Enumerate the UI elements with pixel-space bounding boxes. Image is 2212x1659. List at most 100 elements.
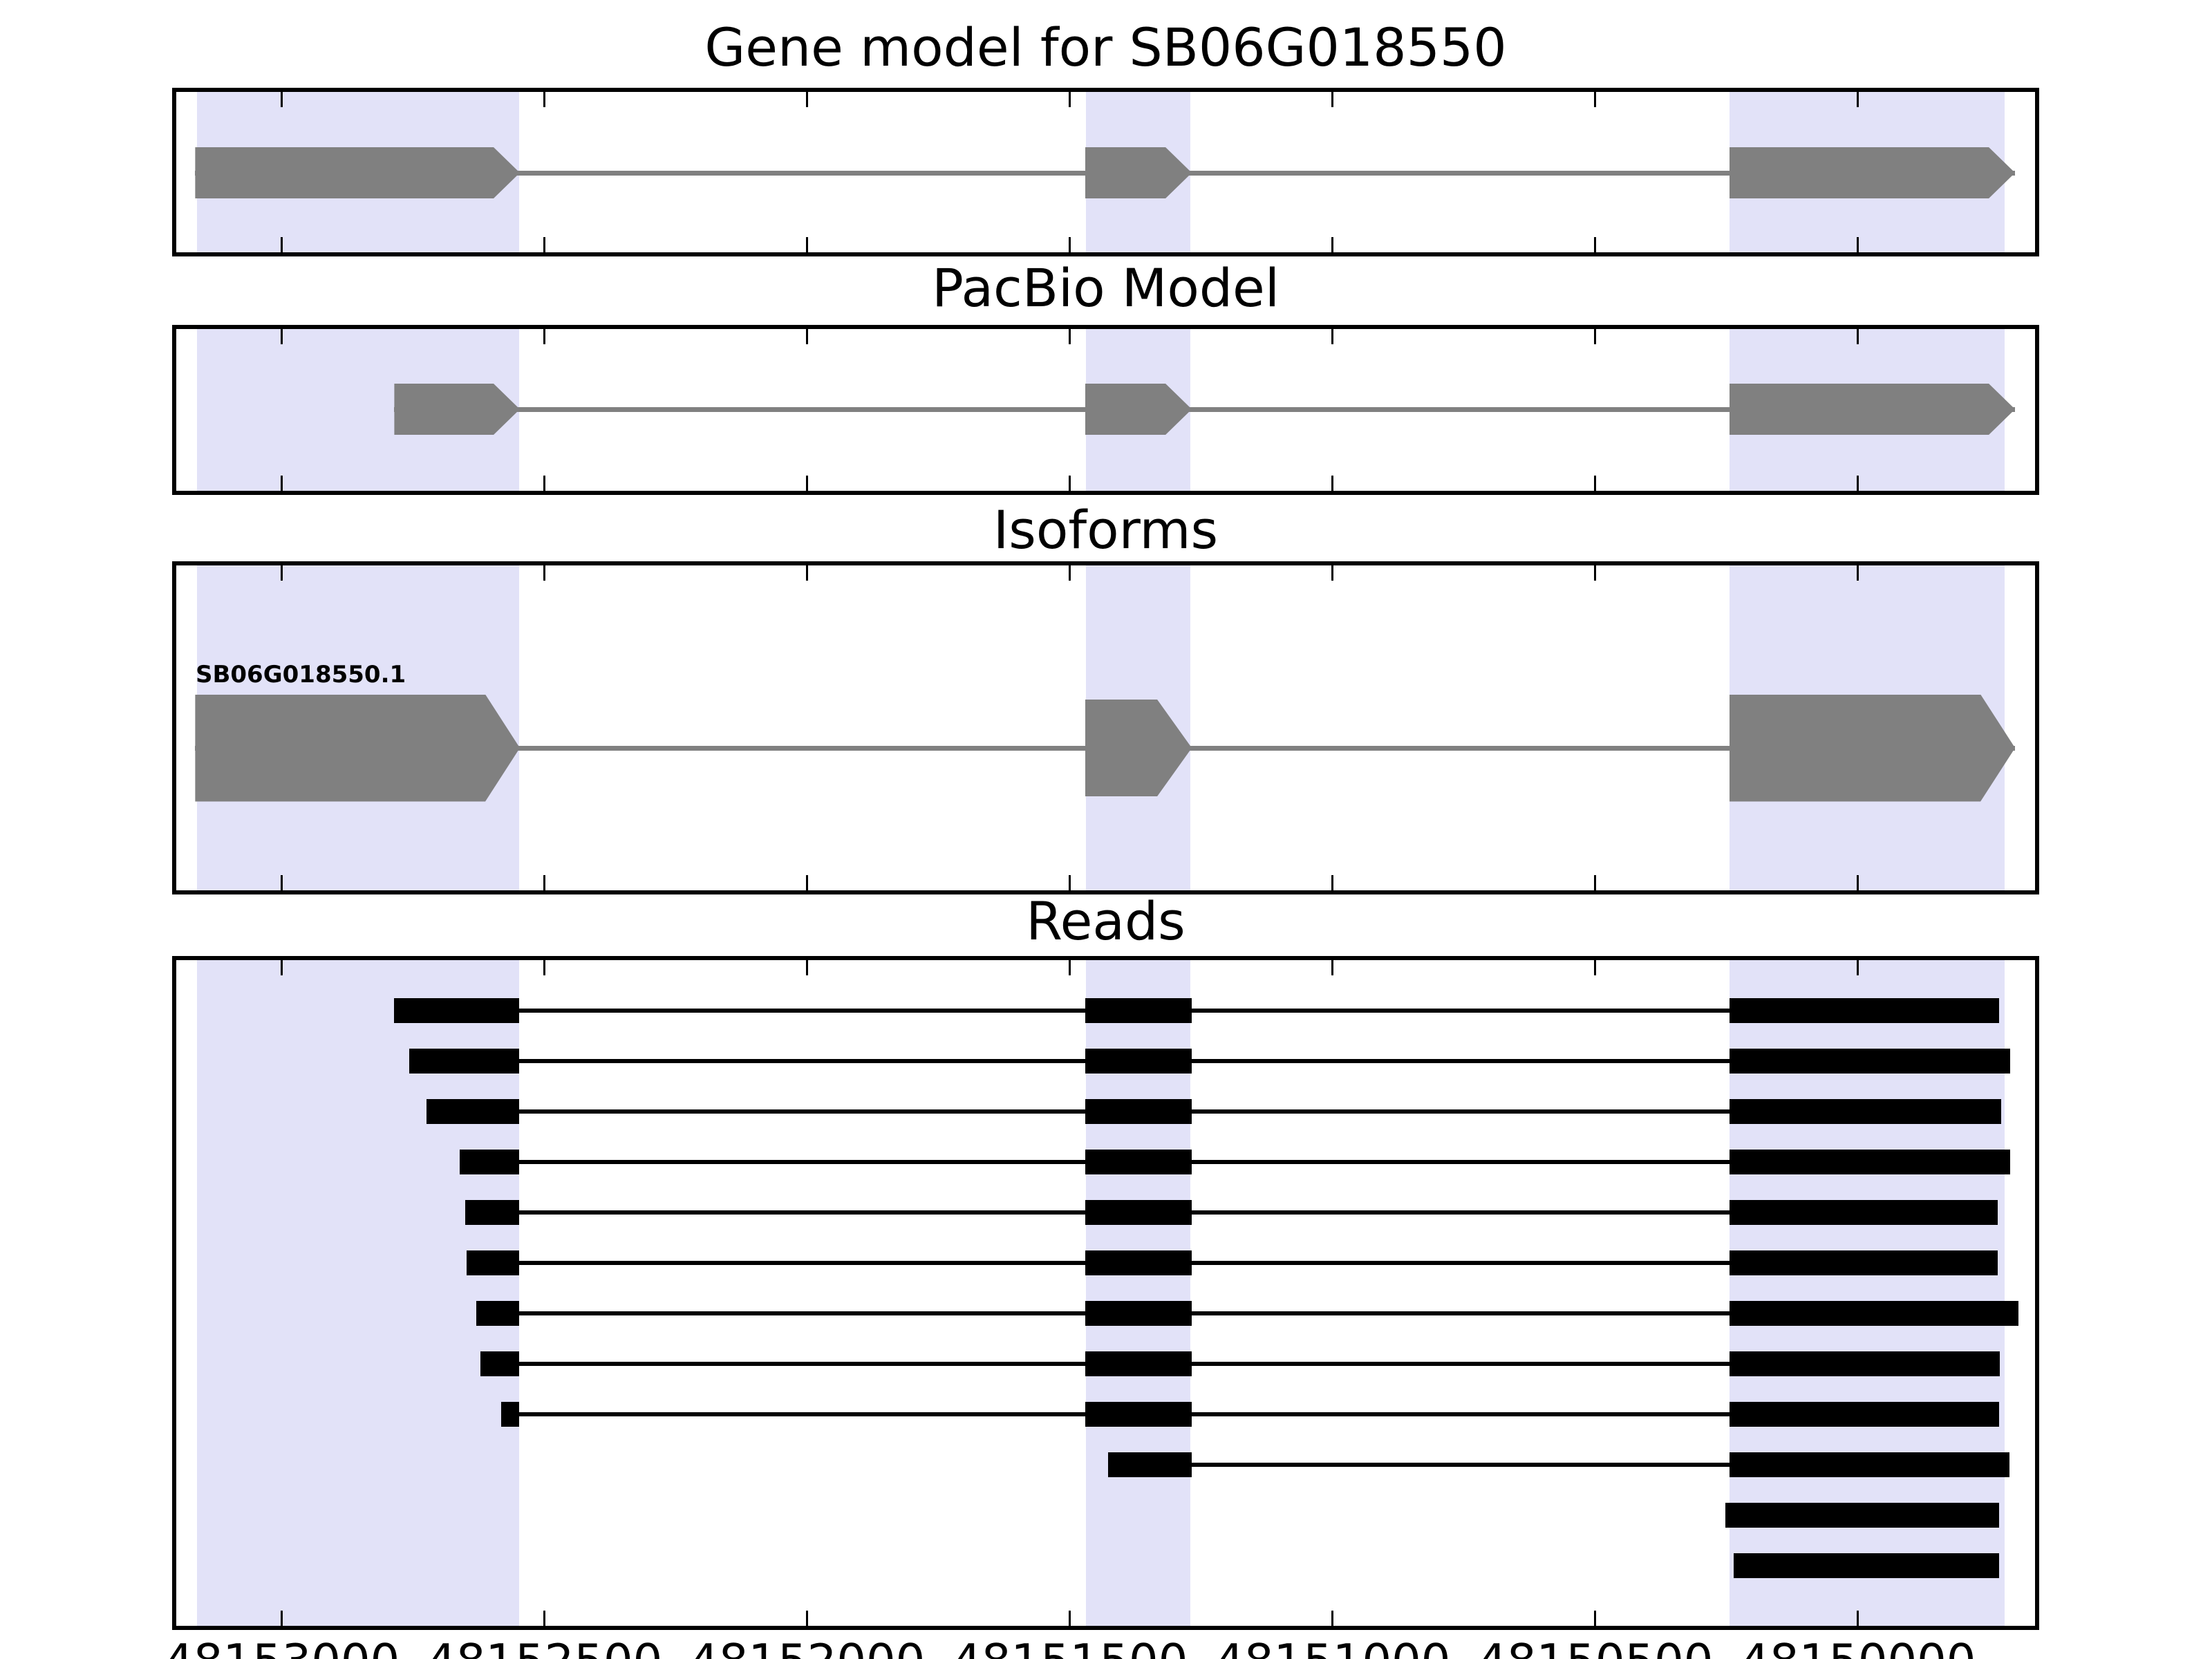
axis-tick-mark bbox=[1069, 565, 1071, 581]
gene-model-panel bbox=[172, 88, 2039, 256]
axis-tick-mark bbox=[543, 875, 546, 890]
axis-tick-mark bbox=[1857, 565, 1859, 581]
read-exon-block bbox=[1085, 1150, 1192, 1174]
read-exon-block bbox=[1729, 1200, 1998, 1225]
axis-tick-mark bbox=[806, 237, 809, 252]
read-exon-block bbox=[1085, 1351, 1192, 1376]
read-exon-block bbox=[1107, 1452, 1192, 1477]
exon-block bbox=[1085, 384, 1192, 435]
read-exon-block bbox=[1085, 1402, 1192, 1427]
axis-tick-mark bbox=[1331, 960, 1334, 975]
axis-tick-mark bbox=[281, 476, 283, 491]
pacbio-model-panel bbox=[172, 325, 2039, 495]
axis-tick-mark bbox=[1594, 476, 1597, 491]
axis-tick-mark bbox=[1331, 1611, 1334, 1626]
axis-tick-mark bbox=[1857, 329, 1859, 344]
axis-tick-mark bbox=[1069, 237, 1071, 252]
read-exon-block bbox=[1729, 1452, 2009, 1477]
read-intron-line bbox=[394, 1009, 2000, 1013]
axis-tick-mark bbox=[806, 92, 809, 107]
x-axis-tick-label: 48150000 bbox=[1685, 1634, 2031, 1659]
read-exon-block bbox=[1725, 1503, 2000, 1528]
x-axis-tick-label: 48153000 bbox=[109, 1634, 455, 1659]
read-intron-line bbox=[466, 1261, 1998, 1265]
read-exon-block bbox=[1729, 1351, 2000, 1376]
read-exon-block bbox=[1729, 1402, 2000, 1427]
axis-tick-mark bbox=[1857, 476, 1859, 491]
read-intron-line bbox=[476, 1311, 2018, 1315]
x-axis-tick-label: 48150500 bbox=[1423, 1634, 1768, 1659]
read-exon-block bbox=[1729, 998, 2000, 1023]
read-exon-block bbox=[1085, 1099, 1192, 1124]
reads-panel-title: Reads bbox=[1026, 890, 1185, 952]
read-intron-line bbox=[480, 1362, 2000, 1366]
read-intron-line bbox=[426, 1109, 2002, 1114]
axis-tick-mark bbox=[1069, 92, 1071, 107]
read-intron-line bbox=[501, 1412, 2000, 1416]
axis-tick-mark bbox=[806, 565, 809, 581]
axis-tick-mark bbox=[1594, 565, 1597, 581]
x-axis-tick-label: 48152000 bbox=[635, 1634, 980, 1659]
exon-block bbox=[1085, 147, 1192, 198]
axis-tick-mark bbox=[1331, 329, 1334, 344]
axis-tick-mark bbox=[1857, 960, 1859, 975]
axis-tick-mark bbox=[1331, 92, 1334, 107]
x-axis-tick-label: 48152500 bbox=[372, 1634, 718, 1659]
axis-tick-mark bbox=[806, 1611, 809, 1626]
figure-title: Gene model for SB06G018550 bbox=[704, 17, 1507, 78]
axis-tick-mark bbox=[1069, 1611, 1071, 1626]
axis-tick-mark bbox=[1594, 875, 1597, 890]
read-exon-block bbox=[476, 1301, 519, 1326]
x-axis-tick-label: 48151500 bbox=[897, 1634, 1243, 1659]
intron-line bbox=[394, 406, 2016, 412]
axis-tick-mark bbox=[281, 237, 283, 252]
read-intron-line bbox=[460, 1160, 2011, 1164]
read-exon-block bbox=[426, 1099, 519, 1124]
axis-tick-mark bbox=[1857, 875, 1859, 890]
axis-tick-mark bbox=[543, 565, 546, 581]
axis-tick-mark bbox=[1069, 329, 1071, 344]
exon-block bbox=[1730, 384, 2015, 435]
read-exon-block bbox=[1729, 1150, 2011, 1174]
axis-tick-mark bbox=[1594, 960, 1597, 975]
read-exon-block bbox=[480, 1351, 519, 1376]
exon-block bbox=[195, 695, 520, 802]
read-exon-block bbox=[1085, 998, 1192, 1023]
axis-tick-mark bbox=[806, 960, 809, 975]
axis-tick-mark bbox=[1331, 476, 1334, 491]
axis-tick-mark bbox=[1857, 237, 1859, 252]
read-exon-block bbox=[394, 998, 519, 1023]
read-exon-block bbox=[465, 1200, 519, 1225]
axis-tick-mark bbox=[543, 329, 546, 344]
axis-tick-mark bbox=[806, 476, 809, 491]
read-exon-block bbox=[1729, 1049, 2011, 1074]
axis-tick-mark bbox=[281, 92, 283, 107]
read-intron-line bbox=[409, 1059, 2011, 1063]
axis-tick-mark bbox=[1594, 237, 1597, 252]
read-intron-line bbox=[1107, 1463, 2009, 1467]
axis-tick-mark bbox=[806, 875, 809, 890]
axis-tick-mark bbox=[1069, 960, 1071, 975]
axis-tick-mark bbox=[806, 329, 809, 344]
read-intron-line bbox=[465, 1210, 1998, 1215]
read-exon-block bbox=[466, 1250, 519, 1275]
read-exon-block bbox=[1085, 1250, 1192, 1275]
isoforms-panel-title: Isoforms bbox=[993, 499, 1219, 561]
read-exon-block bbox=[1085, 1049, 1192, 1074]
isoform-name-label: SB06G018550.1 bbox=[196, 661, 406, 688]
axis-tick-mark bbox=[543, 960, 546, 975]
axis-tick-mark bbox=[543, 1611, 546, 1626]
read-exon-block bbox=[460, 1150, 519, 1174]
x-axis-tick-label: 48151000 bbox=[1160, 1634, 1506, 1659]
axis-tick-mark bbox=[1594, 92, 1597, 107]
read-exon-block bbox=[1085, 1301, 1192, 1326]
read-exon-block bbox=[1729, 1250, 1998, 1275]
axis-tick-mark bbox=[1331, 875, 1334, 890]
read-exon-block bbox=[501, 1402, 519, 1427]
axis-tick-mark bbox=[1069, 875, 1071, 890]
read-exon-block bbox=[1729, 1099, 2002, 1124]
axis-tick-mark bbox=[543, 476, 546, 491]
pacbio-panel-title: PacBio Model bbox=[932, 257, 1280, 319]
read-exon-block bbox=[1729, 1301, 2018, 1326]
axis-tick-mark bbox=[1331, 237, 1334, 252]
